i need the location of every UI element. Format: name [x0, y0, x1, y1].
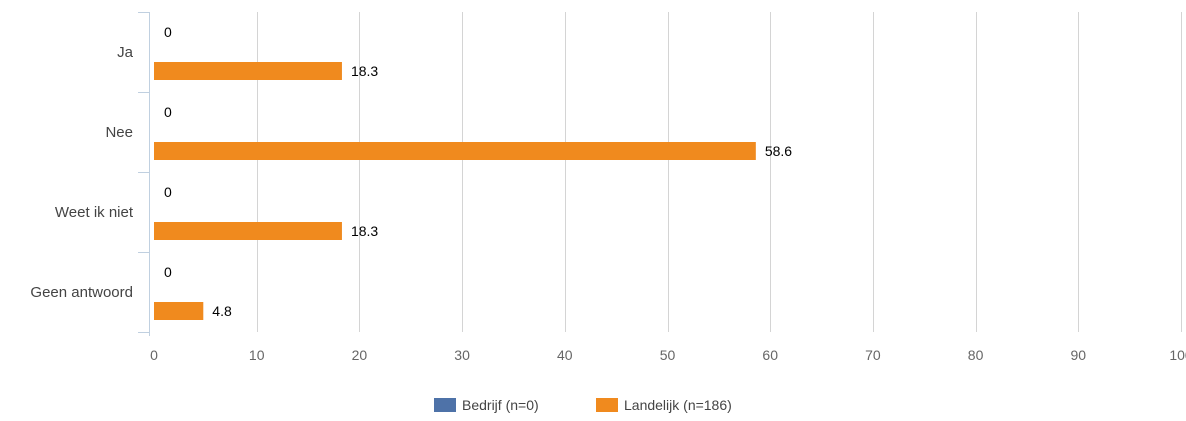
- category-label: Nee: [105, 124, 133, 141]
- axes: [138, 12, 150, 336]
- value-label-bedrijf: 0: [164, 104, 172, 120]
- legend-item-bedrijf[interactable]: Bedrijf (n=0): [434, 397, 539, 413]
- value-label-landelijk: 4.8: [212, 303, 232, 319]
- value-label-landelijk: 18.3: [351, 223, 378, 239]
- legend-label: Bedrijf (n=0): [462, 397, 539, 413]
- bars: [154, 62, 756, 320]
- x-tick-label: 50: [660, 347, 676, 363]
- legend-label: Landelijk (n=186): [624, 397, 732, 413]
- gridlines: [257, 12, 1182, 332]
- legend-item-landelijk[interactable]: Landelijk (n=186): [596, 397, 732, 413]
- value-label-bedrijf: 0: [164, 264, 172, 280]
- bar-landelijk: [154, 142, 756, 160]
- legend-swatch: [434, 398, 456, 412]
- bar-landelijk: [154, 62, 342, 80]
- value-label-landelijk: 58.6: [765, 143, 792, 159]
- x-tick-label: 60: [762, 347, 778, 363]
- x-tick-label: 80: [968, 347, 984, 363]
- x-tick-label: 20: [352, 347, 368, 363]
- value-label-landelijk: 18.3: [351, 63, 378, 79]
- x-tick-label: 40: [557, 347, 573, 363]
- value-label-bedrijf: 0: [164, 24, 172, 40]
- labels: 0 10 20 30 40 50 60 70 80 90 100 Ja 0 18.3 Nee 0 58.6 Wee…: [30, 24, 1186, 363]
- x-tick-label: 30: [454, 347, 470, 363]
- bar-landelijk: [154, 302, 204, 320]
- x-tick-label: 90: [1071, 347, 1087, 363]
- legend: Bedrijf (n=0) Landelijk (n=186): [434, 397, 732, 413]
- x-tick-label: 0: [150, 347, 158, 363]
- category-label: Geen antwoord: [30, 284, 133, 301]
- category-label: Ja: [117, 44, 134, 61]
- bar-landelijk: [154, 222, 342, 240]
- x-tick-label: 100: [1169, 347, 1186, 363]
- legend-swatch: [596, 398, 618, 412]
- category-label: Weet ik niet: [55, 204, 134, 221]
- value-label-bedrijf: 0: [164, 184, 172, 200]
- x-tick-label: 10: [249, 347, 265, 363]
- x-tick-label: 70: [865, 347, 881, 363]
